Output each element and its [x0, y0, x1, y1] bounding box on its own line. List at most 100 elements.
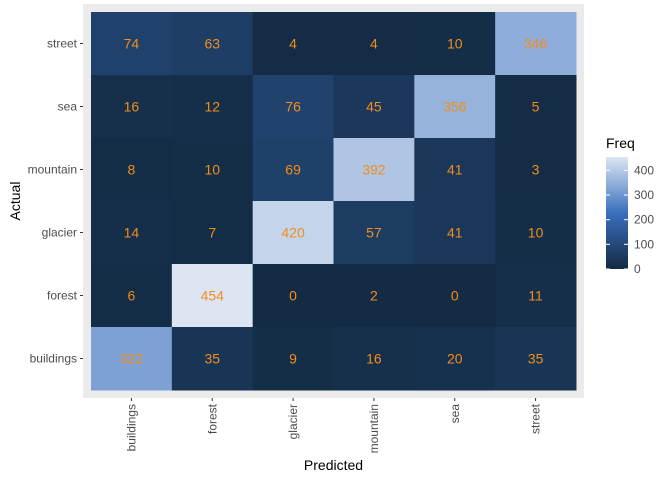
- y-axis-title: Actual: [7, 182, 23, 221]
- cell-value-label: 35: [204, 351, 220, 367]
- heatmap-cell-mountain-sea: [414, 138, 496, 202]
- heatmap-cell-glacier-sea: [414, 201, 496, 265]
- cell-value-label: 35: [528, 351, 544, 367]
- cell-value-label: 57: [366, 225, 382, 241]
- heatmap-cell-sea-mountain: [333, 75, 415, 139]
- heatmap-cell-forest-sea: [414, 264, 496, 328]
- cell-value-label: 392: [362, 162, 386, 178]
- x-tick-label: street: [529, 403, 543, 434]
- legend-tick-label: 100: [634, 237, 654, 251]
- y-tick-label: sea: [58, 100, 78, 114]
- heatmap-cell-mountain-glacier: [252, 138, 334, 202]
- cell-value-label: 346: [524, 36, 548, 52]
- heatmap-cell-mountain-buildings: [91, 138, 173, 202]
- cell-value-label: 9: [289, 351, 297, 367]
- cell-value-label: 41: [447, 225, 463, 241]
- y-axis-ticks: street sea mountain glacier forest buildings: [28, 37, 83, 366]
- x-tick-label: forest: [205, 403, 219, 434]
- heatmap-cell-sea-street: [495, 75, 577, 139]
- cell-value-label: 10: [204, 162, 220, 178]
- heatmap-cell-street-forest: [171, 12, 254, 76]
- cell-value-label: 20: [447, 351, 463, 367]
- y-tick-label: glacier: [42, 226, 77, 240]
- cell-value-label: 14: [124, 225, 140, 241]
- cell-value-label: 45: [366, 99, 382, 115]
- cell-value-label: 0: [451, 288, 459, 304]
- heatmap-cell-forest-glacier: [252, 264, 334, 328]
- y-tick-label: forest: [47, 289, 78, 303]
- cell-value-label: 5: [532, 99, 540, 115]
- cell-value-label: 356: [443, 99, 467, 115]
- legend-tick-label: 200: [634, 213, 654, 227]
- legend: Freq 0 100 200 300 400: [606, 135, 654, 276]
- cell-value-label: 10: [447, 36, 463, 52]
- x-tick-label: sea: [448, 404, 462, 424]
- cell-value-label: 16: [124, 99, 140, 115]
- cell-value-label: 16: [366, 351, 382, 367]
- heatmap-cell-forest-street: [495, 264, 577, 328]
- cell-value-label: 11: [528, 288, 543, 304]
- cell-value-label: 69: [285, 162, 301, 178]
- heatmap-cell-street-street: [495, 12, 577, 76]
- heatmap-cell-mountain-mountain: [333, 138, 415, 202]
- cell-value-label: 2: [370, 288, 378, 304]
- cell-value-label: 6: [128, 288, 136, 304]
- cell-value-label: 7: [208, 225, 216, 241]
- heatmap-cell-sea-buildings: [91, 75, 173, 139]
- heatmap-cell-mountain-street: [495, 138, 577, 202]
- x-tick-label: buildings: [124, 404, 138, 451]
- heatmap-cell-buildings-forest: [171, 327, 254, 391]
- cell-value-label: 4: [370, 36, 378, 52]
- y-tick-label: mountain: [28, 163, 77, 177]
- heatmap-cell-buildings-glacier: [252, 327, 334, 391]
- heatmap-cell-glacier-street: [495, 201, 577, 265]
- legend-ticks: 0 100 200 300 400: [606, 163, 654, 276]
- heatmap-cell-glacier-forest: [171, 201, 254, 265]
- heatmap-cell-forest-buildings: [91, 264, 173, 328]
- cell-value-label: 8: [128, 162, 136, 178]
- x-tick-label: mountain: [367, 404, 381, 453]
- cell-value-label: 63: [204, 36, 220, 52]
- cell-value-label: 0: [289, 288, 297, 304]
- cell-value-label: 41: [447, 162, 463, 178]
- x-tick-label: glacier: [286, 404, 300, 439]
- cell-value-label: 420: [281, 225, 305, 241]
- heatmap-cell-buildings-sea: [414, 327, 496, 391]
- heatmap-cell-forest-forest: [171, 264, 254, 328]
- x-axis-ticks: buildings forest glacier mountain sea street: [124, 398, 543, 453]
- cell-value-label: 454: [201, 288, 225, 304]
- cell-value-label: 3: [532, 162, 540, 178]
- heatmap-cell-sea-forest: [171, 75, 254, 139]
- cell-value-label: 76: [285, 99, 301, 115]
- legend-tick-label: 400: [634, 163, 654, 177]
- heatmap-cell-mountain-forest: [171, 138, 254, 202]
- heatmap-cell-sea-glacier: [252, 75, 334, 139]
- heatmap-cell-street-glacier: [252, 12, 334, 76]
- heatmap-cell-glacier-mountain: [333, 201, 415, 265]
- heatmap-cell-sea-sea: [414, 75, 496, 139]
- heatmap-cell-street-buildings: [91, 12, 173, 76]
- heatmap-cell-glacier-buildings: [91, 201, 173, 265]
- legend-title: Freq: [606, 135, 635, 151]
- cell-value-label: 12: [204, 99, 220, 115]
- y-tick-label: street: [47, 37, 78, 51]
- heatmap-cell-street-mountain: [333, 12, 415, 76]
- heatmap-cell-forest-mountain: [333, 264, 415, 328]
- cell-value-label: 74: [124, 36, 140, 52]
- heatmap-cell-buildings-mountain: [333, 327, 415, 391]
- legend-colorbar: [606, 157, 628, 269]
- cell-value-label: 4: [289, 36, 297, 52]
- legend-tick-label: 0: [634, 262, 641, 276]
- heatmap-cell-buildings-buildings: [91, 327, 173, 391]
- heatmap-cell-buildings-street: [495, 327, 577, 391]
- cell-value-label: 10: [528, 225, 544, 241]
- x-axis-title: Predicted: [304, 457, 363, 473]
- heatmap-cell-street-sea: [414, 12, 496, 76]
- cell-value-label: 322: [120, 351, 144, 367]
- heatmap-cell-glacier-glacier: [252, 201, 334, 265]
- y-tick-label: buildings: [30, 352, 77, 366]
- legend-tick-label: 300: [634, 188, 654, 202]
- heatmap-cells: [91, 12, 577, 391]
